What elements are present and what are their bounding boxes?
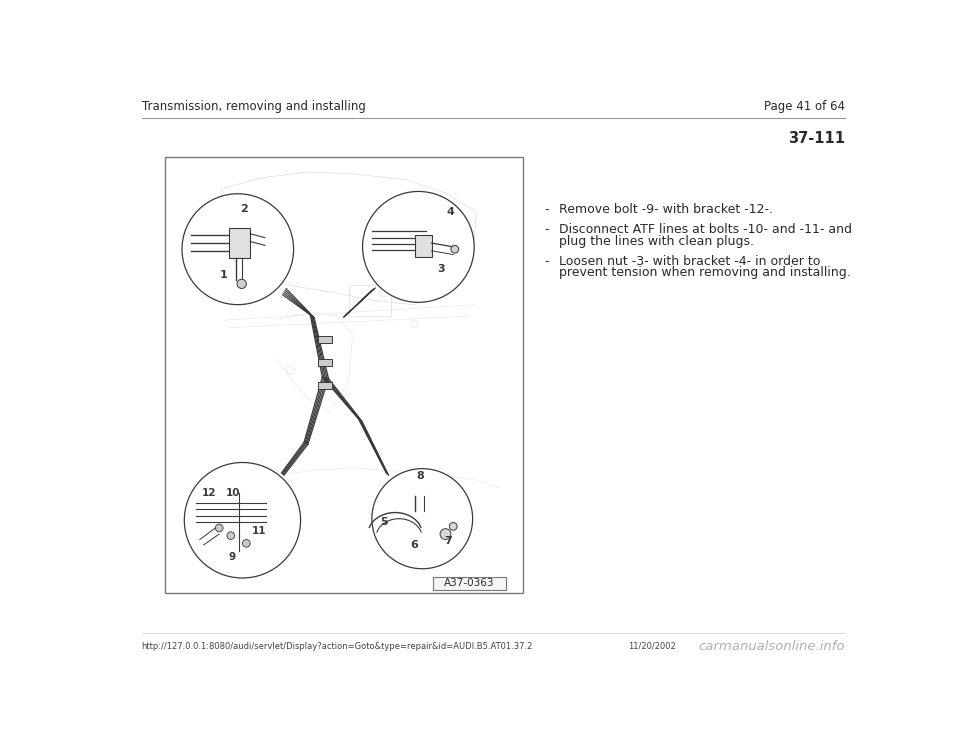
Text: Remove bolt -9- with bracket -12-.: Remove bolt -9- with bracket -12-.: [559, 203, 773, 216]
Text: -: -: [544, 203, 549, 216]
Bar: [319, 382, 332, 390]
Text: 9: 9: [228, 552, 235, 562]
Circle shape: [363, 191, 474, 302]
Text: 6: 6: [411, 540, 419, 550]
Bar: [348, 286, 392, 316]
Circle shape: [451, 246, 459, 253]
Bar: [319, 359, 332, 367]
Text: prevent tension when removing and installing.: prevent tension when removing and instal…: [559, 266, 851, 279]
Text: 5: 5: [380, 517, 388, 527]
Text: 2: 2: [240, 204, 248, 214]
Text: 11/20/2002: 11/20/2002: [628, 642, 676, 651]
Text: 3: 3: [438, 263, 445, 274]
Text: -: -: [544, 223, 549, 237]
Text: 7: 7: [444, 536, 452, 546]
Circle shape: [243, 539, 251, 547]
Text: 8: 8: [416, 470, 423, 481]
Circle shape: [227, 532, 234, 539]
Circle shape: [372, 469, 472, 569]
Text: http://127.0.0.1:8080/audi/servlet/Display?action=Goto&type=repair&id=AUDI.B5.AT: http://127.0.0.1:8080/audi/servlet/Displ…: [142, 642, 533, 651]
Text: 4: 4: [447, 206, 455, 217]
Text: 12: 12: [203, 487, 217, 498]
Text: 37-111: 37-111: [787, 131, 845, 146]
Circle shape: [184, 462, 300, 578]
Bar: [433, 577, 506, 590]
Bar: [165, 157, 523, 593]
Text: Page 41 of 64: Page 41 of 64: [763, 100, 845, 113]
Text: A37-0363: A37-0363: [444, 578, 494, 588]
Bar: [319, 336, 332, 343]
Text: Transmission, removing and installing: Transmission, removing and installing: [142, 100, 366, 113]
Circle shape: [215, 524, 223, 532]
Circle shape: [182, 194, 294, 305]
Bar: [228, 228, 251, 258]
Text: 11: 11: [252, 526, 266, 536]
Text: plug the lines with clean plugs.: plug the lines with clean plugs.: [559, 234, 754, 248]
Circle shape: [440, 529, 451, 539]
Circle shape: [237, 279, 247, 289]
Text: Disconnect ATF lines at bolts -10- and -11- and: Disconnect ATF lines at bolts -10- and -…: [559, 223, 852, 237]
Text: Loosen nut -3- with bracket -4- in order to: Loosen nut -3- with bracket -4- in order…: [559, 255, 820, 268]
Circle shape: [449, 522, 457, 531]
Bar: [415, 235, 432, 257]
Text: 1: 1: [220, 271, 228, 280]
Text: carmanualsonline.info: carmanualsonline.info: [698, 640, 845, 654]
Text: -: -: [544, 255, 549, 268]
Text: 10: 10: [226, 487, 240, 498]
